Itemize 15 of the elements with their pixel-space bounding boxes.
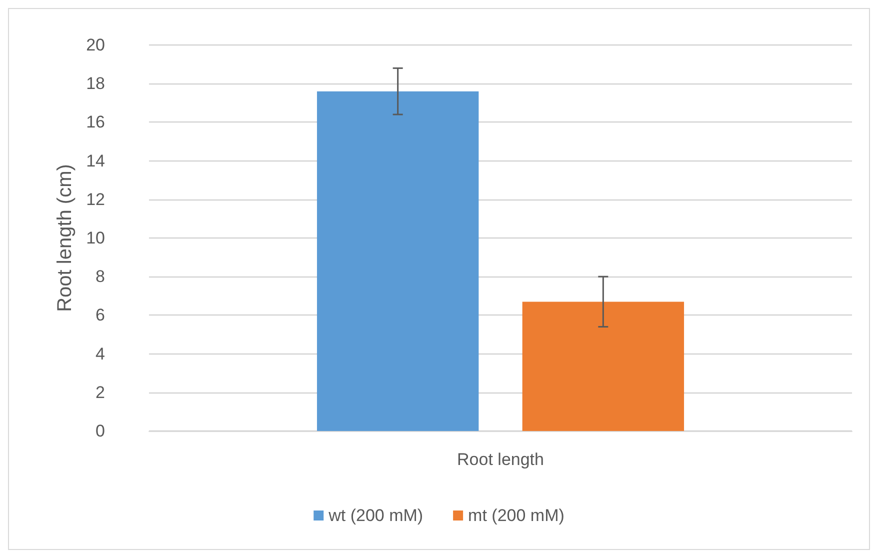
y-tick-label: 16 xyxy=(86,112,105,132)
legend-label: wt (200 mM) xyxy=(328,506,424,525)
y-axis-title: Root length (cm) xyxy=(54,164,76,312)
y-tick-label: 2 xyxy=(96,382,105,402)
y-tick-label: 8 xyxy=(96,267,105,286)
y-tick-label: 18 xyxy=(86,74,105,94)
y-tick-label: 6 xyxy=(96,306,105,325)
y-tick-label: 12 xyxy=(86,190,105,209)
y-tick-label: 14 xyxy=(86,151,105,170)
y-tick-label: 0 xyxy=(96,422,105,440)
y-tick-label: 20 xyxy=(86,36,105,54)
legend-label: mt (200 mM) xyxy=(468,506,564,525)
x-tick-label: Root length xyxy=(457,450,544,469)
y-tick-label: 10 xyxy=(86,228,105,248)
y-tick-label: 4 xyxy=(96,344,105,364)
